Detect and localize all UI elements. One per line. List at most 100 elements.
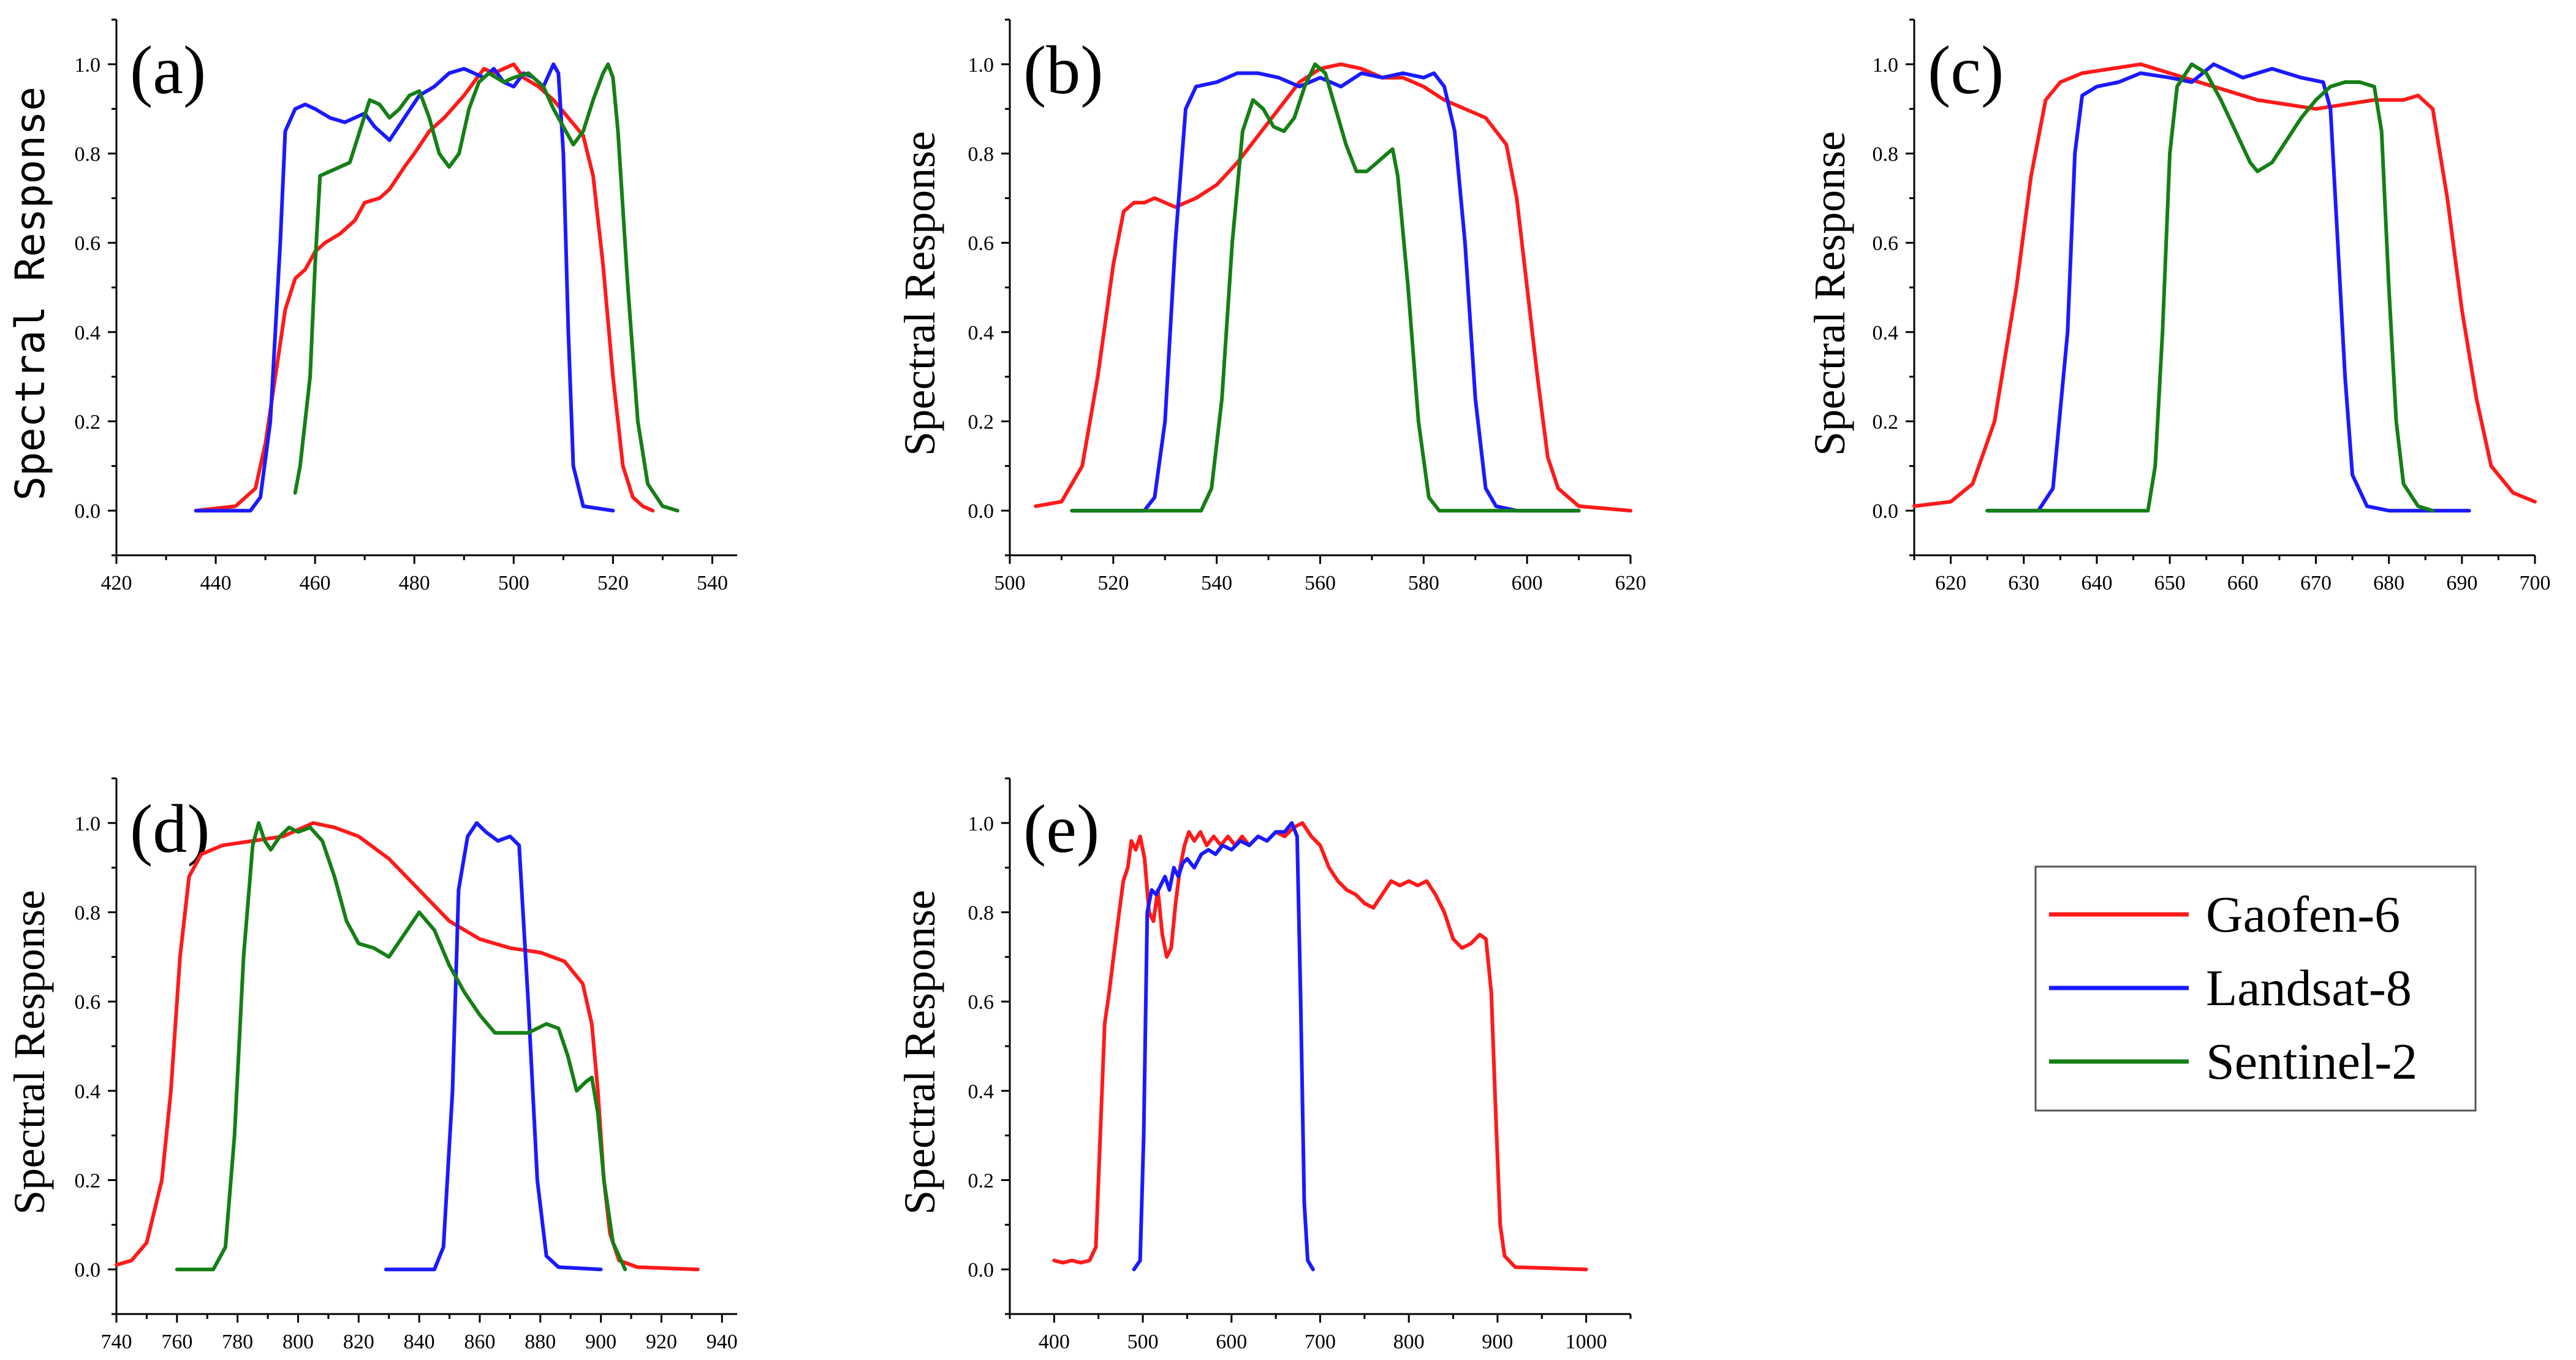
panel-a-y-tick-label: 1.0	[75, 54, 101, 77]
panel-d-x-tick-label: 840	[404, 1331, 435, 1353]
panel-d-y-tick-label: 1.0	[75, 813, 101, 835]
panel-c-x-tick-label: 620	[1935, 572, 1966, 595]
panel-c-line-landsat-8	[1985, 62, 2471, 513]
panel-e: 0.0 0.2 0.4 0.6 0.8 1.0 400 500 600 700 800 900 1000…	[895, 777, 1632, 1353]
panel-b-line-landsat-8	[1070, 71, 1581, 513]
panel-c-x-tick-label: 670	[2300, 572, 2332, 595]
panel-a-x-tick-label: 460	[300, 572, 331, 595]
panel-c-label: (c)	[1928, 32, 2004, 108]
panel-c-y-tick-label: 1.0	[1873, 54, 1899, 77]
panel-b-y-tick-label: 0.6	[968, 232, 994, 255]
panel-e-line-landsat-8	[1132, 821, 1315, 1272]
panel-a-x-tick-label: 540	[697, 572, 728, 595]
panel-b-x-tick-label: 620	[1615, 572, 1646, 595]
panel-a-line-sentinel-2	[293, 62, 680, 513]
panel-a-y-tick-label: 0.0	[75, 500, 101, 523]
panel-d-x-tick-label: 880	[525, 1331, 556, 1353]
panel-d-y-tick-label: 0.8	[75, 902, 101, 925]
panel-b-y-tick-label: 0.8	[968, 143, 994, 166]
panel-c-x-tick-label: 700	[2520, 572, 2551, 595]
panel-e-y-axis-label: Spectral Response	[895, 890, 944, 1215]
panel-b-y-axis-label: Spectral Response	[895, 131, 944, 456]
panel-a-y-tick-label: 0.8	[75, 143, 101, 166]
panel-d-line-sentinel-2	[175, 821, 627, 1272]
panel-a-line-gaofen-6	[194, 62, 655, 513]
panel-d-y-axis-label: Spectral Response	[5, 890, 54, 1215]
panel-c-line-sentinel-2	[1985, 62, 2435, 513]
panel-e-x-tick-label: 800	[1393, 1331, 1425, 1353]
panel-a: 0.0 0.2 0.4 0.6 0.8 1.0 420 440 460 480 500 520 540 S…	[7, 18, 737, 595]
panel-c-x-tick-label: 640	[2081, 572, 2112, 595]
panel-a-x-tick-label: 440	[200, 572, 232, 595]
panel-b: 0.0 0.2 0.4 0.6 0.8 1.0 500 520 540 560 580 600 620 S…	[895, 18, 1646, 595]
panel-d-x-tick-label: 920	[646, 1331, 677, 1353]
panel-a-y-tick-label: 0.2	[75, 411, 101, 434]
panel-b-line-gaofen-6	[1034, 62, 1632, 513]
panel-d-x-tick-label: 780	[222, 1331, 253, 1353]
panel-c-y-tick-label: 0.2	[1873, 411, 1899, 434]
panel-d: 0.0 0.2 0.4 0.6 0.8 1.0 740 760 780 800 820 840 860 8…	[5, 777, 738, 1353]
legend-label-gaofen-6: Gaofen-6	[2206, 886, 2400, 943]
panel-c-y-axis-label: Spectral Response	[1805, 131, 1854, 456]
panel-b-y-tick-label: 0.4	[968, 322, 994, 344]
panel-c-x-tick-label: 630	[2008, 572, 2039, 595]
panel-e-y-tick-label: 0.4	[968, 1081, 994, 1103]
panel-c-y-tick-label: 0.4	[1873, 322, 1899, 344]
panel-a-y-tick-label: 0.4	[75, 322, 101, 344]
panel-b-x-tick-label: 560	[1305, 572, 1336, 595]
panel-d-y-tick-label: 0.6	[75, 991, 101, 1014]
panel-e-x-tick-label: 500	[1127, 1331, 1159, 1353]
legend-label-sentinel-2: Sentinel-2	[2206, 1033, 2417, 1090]
panel-a-line-landsat-8	[194, 62, 615, 513]
panel-e-y-tick-label: 0.2	[968, 1170, 994, 1193]
panel-e-label: (e)	[1023, 791, 1099, 867]
panel-b-x-tick-label: 520	[1097, 572, 1129, 595]
panel-d-x-tick-label: 820	[343, 1331, 374, 1353]
panel-b-x-tick-label: 540	[1201, 572, 1232, 595]
panel-d-x-tick-label: 860	[464, 1331, 495, 1353]
panel-b-line-sentinel-2	[1070, 62, 1581, 513]
panel-a-label: (a)	[130, 32, 206, 108]
panel-c-x-tick-label: 660	[2227, 572, 2259, 595]
panel-d-label: (d)	[130, 791, 210, 867]
panel-c-x-tick-label: 650	[2154, 572, 2186, 595]
panel-b-y-tick-label: 0.2	[968, 411, 994, 434]
panel-a-x-tick-label: 480	[399, 572, 430, 595]
legend: Gaofen-6 Landsat-8 Sentinel-2	[2034, 865, 2477, 1112]
panel-c-x-tick-label: 690	[2446, 572, 2477, 595]
panel-c-y-tick-label: 0.0	[1873, 500, 1899, 523]
panel-b-x-tick-label: 600	[1512, 572, 1543, 595]
panel-a-x-tick-label: 420	[101, 572, 132, 595]
panel-e-y-tick-label: 1.0	[968, 813, 994, 835]
panel-a-x-tick-label: 520	[597, 572, 629, 595]
panel-c-x-tick-label: 680	[2373, 572, 2404, 595]
panel-e-x-tick-label: 700	[1305, 1331, 1336, 1353]
panel-a-y-axis-label: Spectral Response	[7, 86, 54, 501]
panel-b-label: (b)	[1023, 32, 1104, 108]
panel-e-y-tick-label: 0.8	[968, 902, 994, 925]
panel-c: 0.0 0.2 0.4 0.6 0.8 1.0 620 630 640 650 660 670 680 6…	[1805, 18, 2551, 595]
panel-d-x-tick-label: 800	[282, 1331, 314, 1353]
panel-e-y-tick-label: 0.6	[968, 991, 994, 1014]
panel-d-y-tick-label: 0.4	[75, 1081, 101, 1103]
panel-a-y-tick-label: 0.6	[75, 232, 101, 255]
panel-e-x-tick-label: 400	[1039, 1331, 1070, 1353]
panel-d-x-tick-label: 740	[101, 1331, 132, 1353]
panel-d-line-landsat-8	[384, 821, 603, 1272]
panel-b-x-tick-label: 580	[1408, 572, 1439, 595]
panel-c-line-gaofen-6	[1912, 62, 2537, 508]
panel-c-y-tick-label: 0.6	[1873, 232, 1899, 255]
panel-b-x-tick-label: 500	[994, 572, 1026, 595]
panel-d-x-tick-label: 900	[585, 1331, 616, 1353]
panel-e-x-tick-label: 1000	[1566, 1331, 1607, 1353]
panel-a-x-tick-label: 500	[498, 572, 529, 595]
panel-d-y-tick-label: 0.2	[75, 1170, 101, 1193]
panel-c-y-tick-label: 0.8	[1873, 143, 1899, 166]
legend-label-landsat-8: Landsat-8	[2206, 960, 2412, 1017]
panel-d-y-tick-label: 0.0	[75, 1259, 101, 1282]
panel-b-y-tick-label: 1.0	[968, 54, 994, 77]
panel-e-x-tick-label: 600	[1216, 1331, 1247, 1353]
panel-b-y-tick-label: 0.0	[968, 500, 994, 523]
panel-e-x-tick-label: 900	[1482, 1331, 1513, 1353]
